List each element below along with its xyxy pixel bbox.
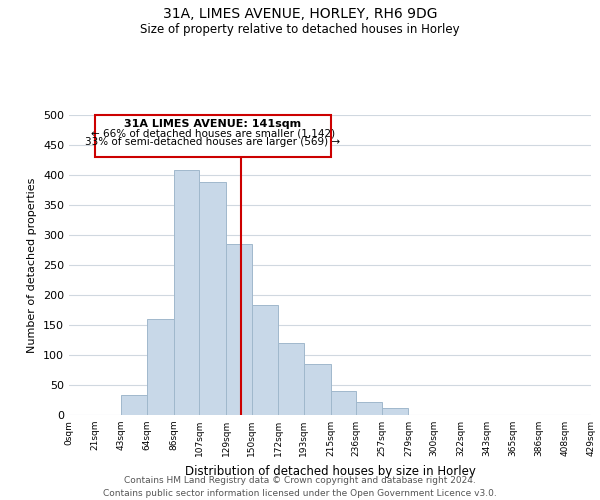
X-axis label: Distribution of detached houses by size in Horley: Distribution of detached houses by size …	[185, 464, 475, 477]
Bar	[199, 182, 226, 415]
Bar	[382, 408, 409, 415]
Bar	[304, 364, 331, 415]
Bar	[121, 395, 147, 415]
Text: 33% of semi-detached houses are larger (569) →: 33% of semi-detached houses are larger (…	[85, 136, 340, 146]
Bar	[147, 319, 173, 415]
Bar	[173, 170, 199, 415]
Bar	[251, 304, 278, 415]
Text: ← 66% of detached houses are smaller (1,142): ← 66% of detached houses are smaller (1,…	[91, 128, 335, 138]
Text: Contains public sector information licensed under the Open Government Licence v3: Contains public sector information licen…	[103, 489, 497, 498]
Bar	[226, 244, 251, 415]
Text: 31A, LIMES AVENUE, HORLEY, RH6 9DG: 31A, LIMES AVENUE, HORLEY, RH6 9DG	[163, 8, 437, 22]
Y-axis label: Number of detached properties: Number of detached properties	[28, 178, 37, 352]
Text: Contains HM Land Registry data © Crown copyright and database right 2024.: Contains HM Land Registry data © Crown c…	[124, 476, 476, 485]
Bar	[278, 343, 304, 415]
Bar	[95, 115, 331, 157]
Text: 31A LIMES AVENUE: 141sqm: 31A LIMES AVENUE: 141sqm	[124, 119, 301, 129]
Bar	[331, 391, 356, 415]
Bar	[356, 402, 382, 415]
Text: Size of property relative to detached houses in Horley: Size of property relative to detached ho…	[140, 22, 460, 36]
